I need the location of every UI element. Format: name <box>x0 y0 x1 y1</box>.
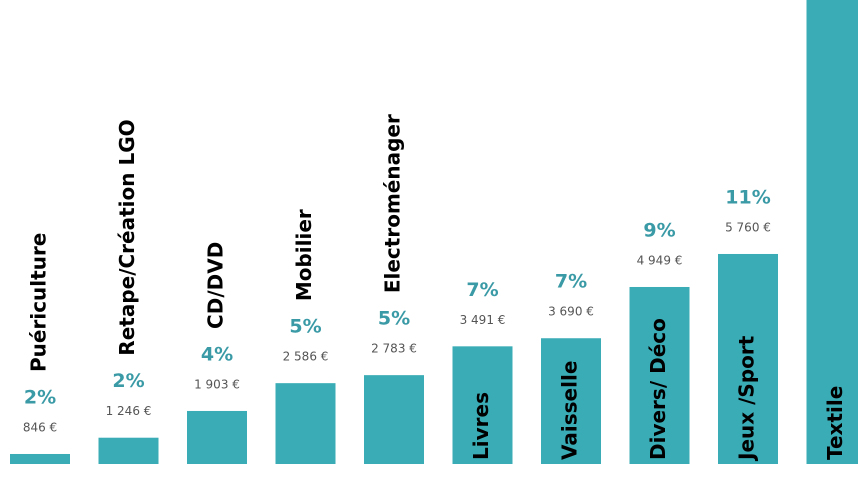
value-label: 5 760 € <box>725 220 771 234</box>
bar <box>187 410 247 464</box>
value-label: 4 949 € <box>637 253 683 267</box>
category-label: Puériculture <box>27 233 51 372</box>
bar <box>718 253 778 464</box>
percent-label: 9% <box>643 219 675 241</box>
percent-label: 2% <box>24 386 56 408</box>
percent-label: 5% <box>289 316 321 338</box>
percent-label: 2% <box>112 370 144 392</box>
value-label: 1 903 € <box>194 377 240 391</box>
percent-label: 11% <box>725 186 770 208</box>
bar <box>364 375 424 464</box>
percent-label: 7% <box>555 271 587 293</box>
bar <box>98 437 159 464</box>
value-label: 3 491 € <box>460 313 506 327</box>
percent-label: 5% <box>378 308 410 330</box>
bar <box>452 346 513 464</box>
value-label: 846 € <box>23 420 57 434</box>
category-label: Livres <box>469 392 493 460</box>
category-label: Electroménager <box>381 114 405 293</box>
category-label: Mobilier <box>292 209 316 301</box>
bar <box>541 338 601 464</box>
category-label: Divers/ Déco <box>646 318 670 460</box>
category-label: Vaisselle <box>558 361 582 460</box>
category-label: Retape/Création LGO <box>115 119 139 355</box>
bar <box>629 286 690 464</box>
category-label: Jeux /Sport <box>735 335 759 462</box>
value-label: 2 586 € <box>283 350 329 364</box>
category-label: Textile <box>823 386 847 460</box>
value-label: 1 246 € <box>106 404 152 418</box>
value-label: 2 783 € <box>371 342 417 356</box>
percent-label: 4% <box>201 343 233 365</box>
category-label: CD/DVD <box>204 242 228 329</box>
bar <box>275 383 336 464</box>
value-label: 3 690 € <box>548 305 594 319</box>
bar <box>806 0 858 464</box>
bar <box>10 453 70 464</box>
percent-label: 7% <box>466 279 498 301</box>
